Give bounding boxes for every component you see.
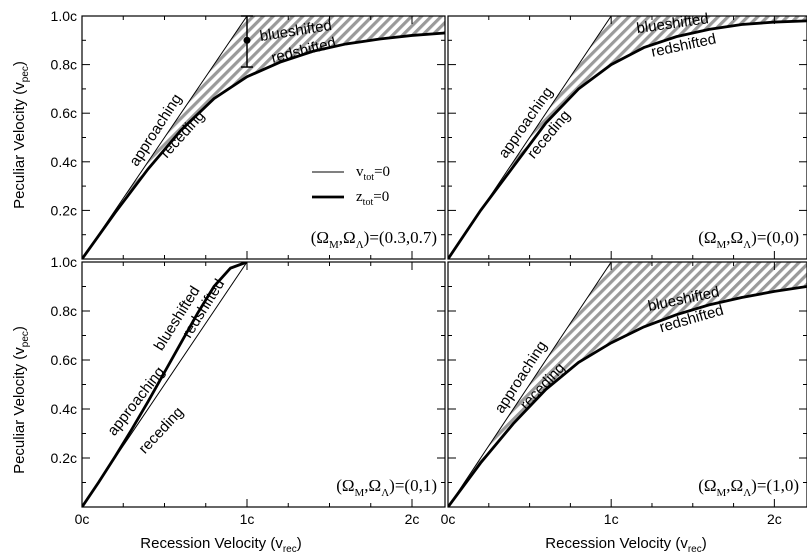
panel-top-left: 0.2c0.4c0.6c0.8c1.0capproachingrecedingb… [51, 8, 446, 260]
hatched-region [82, 16, 445, 259]
x-tick-label: 1c [604, 511, 619, 527]
plot-area [448, 262, 807, 507]
y-axis-label-sub: pec [20, 331, 31, 347]
panel-params-label: (ΩM,ΩΛ)=(0,1) [336, 476, 437, 499]
x-tick-label: 1c [240, 511, 255, 527]
y-tick-label: 1.0c [51, 254, 77, 270]
y-tick-label: 0.8c [51, 57, 77, 73]
panel-top-right: approachingrecedingblueshiftedredshifted… [447, 10, 807, 260]
legend-thin-label: vtot=0 [356, 164, 390, 183]
plot-area [82, 262, 248, 507]
panel-params-label: (ΩM,ΩΛ)=(1,0) [698, 476, 799, 499]
x-axis-label-text: Recession Velocity (v [140, 535, 283, 552]
y-tick-label: 0.6c [51, 352, 77, 368]
plot-area [82, 16, 445, 259]
y-axis-label-top: Peculiar Velocity (vpec) [11, 61, 31, 209]
series-line-ztot [82, 262, 248, 507]
panel-params-label: (ΩM,ΩΛ)=(0.3,0.7) [311, 228, 437, 251]
errorbar-point [243, 36, 251, 44]
series-line-vtot [448, 262, 620, 507]
y-axis-label-close: ) [11, 61, 28, 66]
legend-thick-label: ztot=0 [356, 189, 389, 208]
x-axis-label-right: Recession Velocity (vrec) [545, 535, 706, 555]
legend: vtot=0 ztot=0 [312, 164, 390, 208]
y-tick-label: 0.2c [51, 202, 77, 218]
y-axis-label-sub: pec [20, 66, 31, 82]
y-axis-label-text: Peculiar Velocity (v [11, 347, 28, 474]
x-axis-label-left: Recession Velocity (vrec) [140, 535, 301, 555]
hatched-region [448, 262, 807, 507]
y-tick-label: 0.8c [51, 303, 77, 319]
x-axis-label-text: Recession Velocity (v [545, 535, 688, 552]
x-tick-label: 0c [441, 511, 456, 527]
panels: 0.2c 0.4c 0.6c 0.8c 1.0c approachingrecedingb… [51, 8, 807, 527]
x-axis-label-close: ) [702, 535, 707, 552]
x-tick-label: 2c [405, 511, 420, 527]
x-tick-label: 2c [767, 511, 782, 527]
hatched-region [448, 16, 807, 259]
y-tick-label: 0.4c [51, 401, 77, 417]
x-tick-label: 0c [75, 511, 90, 527]
y-tick-label: 1.0c [51, 8, 77, 24]
panel-frame [81, 261, 446, 508]
x-axis-label-sub: rec [688, 544, 702, 555]
series-line-ztot [448, 19, 807, 259]
y-tick-label: 0.4c [51, 154, 77, 170]
y-tick-label: 0.6c [51, 105, 77, 121]
series-line-ztot [82, 31, 445, 259]
x-axis-label-close: ) [297, 535, 302, 552]
series-line-vtot [82, 16, 256, 259]
y-tick-label: 0.2c [51, 450, 77, 466]
y-axis-label-text: Peculiar Velocity (v [11, 82, 28, 209]
panel-bottom-right: 0c 1c 2capproachingrecedingblueshiftedreds… [441, 261, 807, 527]
series-line-ztot [448, 285, 807, 507]
y-axis-label-close: ) [11, 326, 28, 331]
y-axis-label-bottom: Peculiar Velocity (vpec) [11, 326, 31, 474]
plot-area [448, 16, 807, 259]
x-axis-label-sub: rec [283, 544, 297, 555]
panel-params-label: (ΩM,ΩΛ)=(0,0) [698, 228, 799, 251]
